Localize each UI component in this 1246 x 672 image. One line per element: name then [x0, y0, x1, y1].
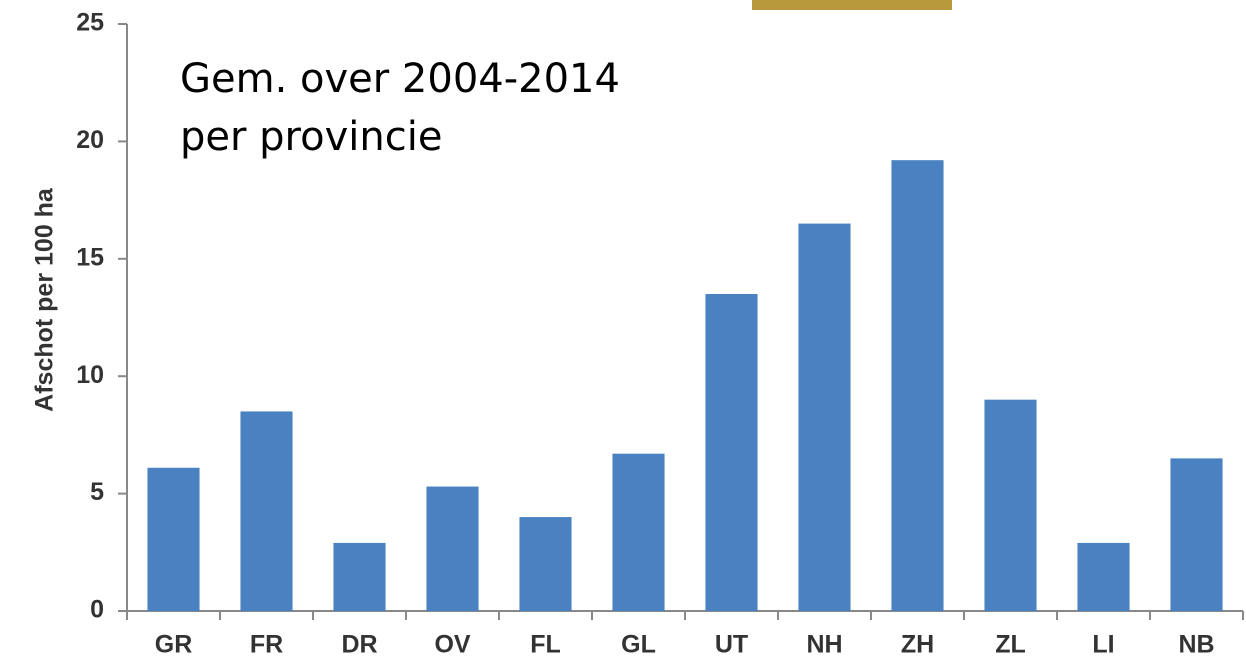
y-tick-label: 0: [90, 596, 104, 624]
bar: [240, 411, 292, 611]
bar: [612, 454, 664, 611]
y-tick-label: 15: [76, 243, 104, 271]
annotation: Gem. over 2004-2014: [180, 56, 620, 102]
chart: Gem. over 2004-2014 per provincie Afscho…: [0, 0, 1246, 672]
y-tick-label: 20: [76, 126, 104, 154]
x-tick-label: DR: [341, 631, 377, 659]
y-tick-label: 10: [76, 361, 104, 389]
page: Gem. over 2004-2014 per provincie Afscho…: [0, 0, 1246, 672]
x-tick-label: NH: [806, 631, 842, 659]
x-tick-label: GR: [155, 631, 193, 659]
bar: [333, 543, 385, 611]
bar: [891, 160, 943, 611]
x-tick-label: ZL: [995, 631, 1026, 659]
x-tick-label: NB: [1178, 631, 1214, 659]
bar: [147, 468, 199, 611]
y-tick-label: 5: [90, 478, 104, 506]
x-tick-label: ZH: [901, 631, 934, 659]
bar: [519, 517, 571, 611]
bar: [426, 487, 478, 611]
x-tick-label: UT: [715, 631, 748, 659]
bar: [705, 294, 757, 611]
bar: [1170, 458, 1222, 611]
x-tick-label: LI: [1092, 631, 1114, 659]
x-tick-label: FR: [250, 631, 283, 659]
y-axis-label: Afschot per 100 ha: [31, 187, 59, 412]
bar: [798, 224, 850, 611]
bar: [984, 400, 1036, 611]
bar: [1077, 543, 1129, 611]
y-tick-label: 25: [76, 9, 104, 37]
annotation: per provincie: [180, 114, 442, 160]
photo-fragment: [752, 0, 952, 10]
x-tick-label: FL: [530, 631, 561, 659]
x-tick-label: GL: [621, 631, 656, 659]
x-tick-label: OV: [434, 631, 470, 659]
